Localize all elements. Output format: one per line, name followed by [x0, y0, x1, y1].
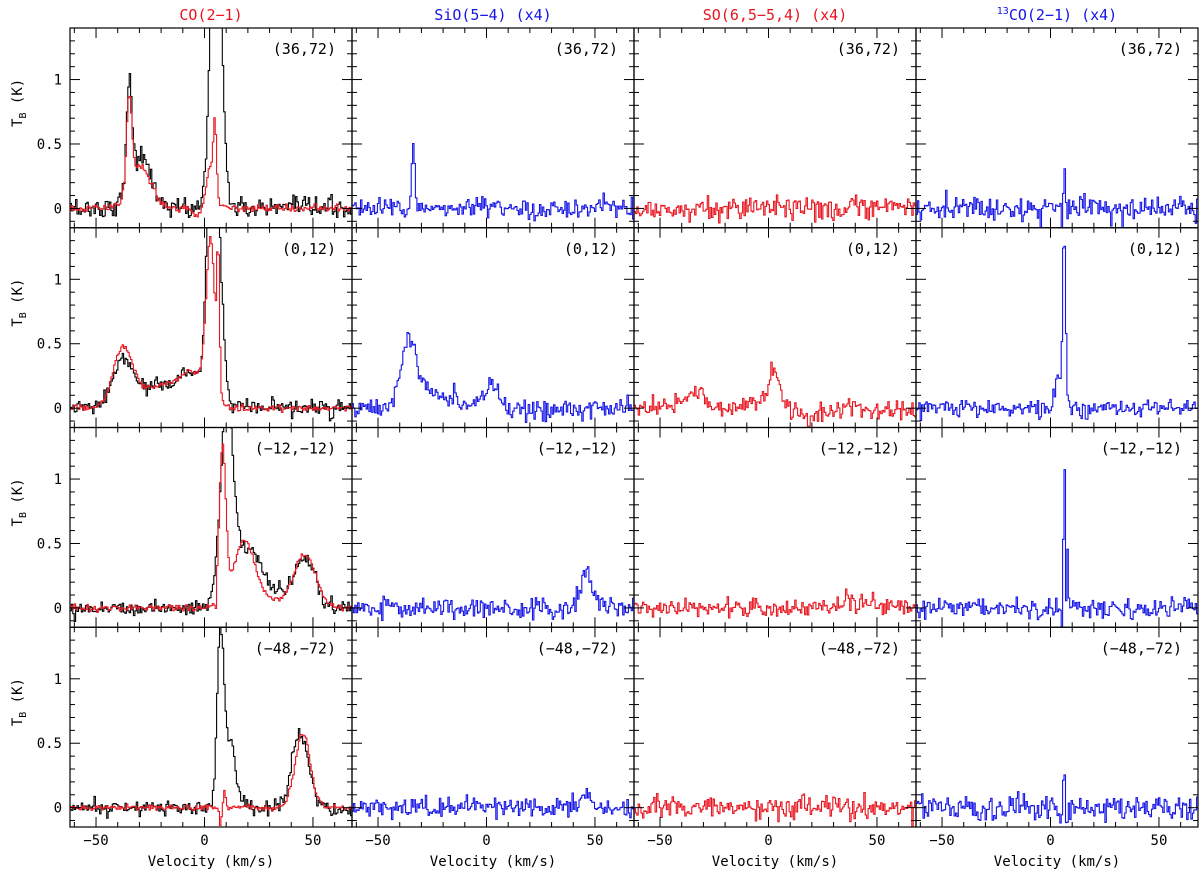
x-tick-label: 0	[482, 833, 490, 849]
spectrum-line-red	[634, 361, 916, 428]
spectrum-panel: (−48,−72) 0 0.5 1 TB (K) −50 0 50 Velocity (km/s…	[10, 626, 353, 870]
spectrum-panel: (0,12)	[633, 227, 917, 429]
spectrum-line-red	[70, 443, 352, 614]
spectrum-line-red	[70, 733, 352, 826]
position-label: (−48,−72)	[1101, 639, 1182, 657]
spectrum-line-red	[634, 194, 916, 224]
x-tick-label: −50	[929, 833, 954, 849]
y-tick-label: 0.5	[37, 337, 62, 353]
spectrum-panel: (36,72)	[351, 27, 635, 229]
spectrum-panel: (−48,−72) −50 0 50 Velocity (km/s)	[915, 626, 1199, 870]
y-axis-title: TB (K)	[10, 279, 29, 327]
x-axis-title: Velocity (km/s)	[148, 854, 274, 870]
spectrum-line-blue	[352, 332, 634, 423]
x-tick-label: 0	[764, 833, 772, 849]
position-label: (0,12)	[1128, 240, 1182, 258]
y-axis-title: TB (K)	[10, 678, 29, 726]
spectrum-line-blue	[352, 566, 634, 621]
position-label: (0,12)	[846, 240, 900, 258]
x-tick-label: 0	[1046, 833, 1054, 849]
x-tick-label: 50	[305, 833, 322, 849]
spectrum-line-red	[70, 236, 352, 413]
spectrum-panel: (−12,−12)	[351, 426, 635, 628]
position-label: (−48,−72)	[819, 639, 900, 657]
x-axis-title: Velocity (km/s)	[430, 854, 556, 870]
spectrum-line-blue	[352, 142, 634, 222]
y-tick-label: 1	[54, 272, 62, 288]
position-label: (36,72)	[273, 40, 336, 58]
column-title-main: CO(2−1) (x4)	[1009, 6, 1117, 24]
y-axis-title: TB (K)	[10, 79, 29, 127]
spectrum-panel: (0,12)	[351, 227, 635, 429]
spectrum-line-blue	[916, 774, 1198, 824]
spectrum-line-black	[70, 627, 352, 819]
x-axis-title: Velocity (km/s)	[994, 854, 1120, 870]
spectrum-line-blue	[352, 788, 634, 821]
spectrum-panel: (−12,−12) 0 0.5 1 TB (K)	[10, 426, 353, 628]
y-tick-label: 1	[54, 472, 62, 488]
y-tick-label: 1	[54, 672, 62, 688]
spectrum-panel: (−12,−12)	[915, 426, 1199, 628]
x-tick-label: −50	[83, 833, 108, 849]
spectrum-line-red	[634, 588, 916, 619]
position-label: (36,72)	[837, 40, 900, 58]
spectrum-panel: (−12,−12)	[633, 426, 917, 628]
y-tick-label: 1	[54, 73, 62, 89]
spectrum-line-black	[70, 427, 352, 622]
spectrum-panel: (36,72)	[915, 27, 1199, 229]
position-label: (36,72)	[1119, 40, 1182, 58]
position-label: (0,12)	[282, 240, 336, 258]
spectrum-panel: (36,72)	[633, 27, 917, 229]
position-label: (−12,−12)	[819, 440, 900, 458]
x-tick-label: 50	[587, 833, 604, 849]
y-tick-label: 0.5	[37, 736, 62, 752]
position-label: (0,12)	[564, 240, 618, 258]
x-tick-label: 50	[869, 833, 886, 849]
column-title: SiO(5−4) (x4)	[434, 6, 551, 24]
column-title-sup: 13	[997, 6, 1009, 17]
x-axis-title: Velocity (km/s)	[712, 854, 838, 870]
spectrum-line-red	[70, 95, 352, 218]
panel-frame	[915, 626, 1199, 828]
position-label: (−48,−72)	[255, 639, 336, 657]
column-title: SO(6,5−5,4) (x4)	[703, 6, 848, 24]
spectrum-panel: (−48,−72) −50 0 50 Velocity (km/s)	[351, 626, 635, 870]
spectrum-line-blue	[916, 168, 1198, 228]
column-title: 13CO(2−1) (x4)	[997, 6, 1117, 24]
position-label: (36,72)	[555, 40, 618, 58]
y-tick-label: 0	[54, 201, 62, 217]
spectrum-panel: (36,72) 0 0.5 1 TB (K)	[10, 27, 353, 229]
spectrum-panel: (−48,−72) −50 0 50 Velocity (km/s)	[633, 626, 917, 870]
y-tick-label: 0.5	[37, 536, 62, 552]
column-title: CO(2−1)	[179, 6, 242, 24]
y-tick-label: 0	[54, 601, 62, 617]
x-tick-label: −50	[365, 833, 390, 849]
position-label: (−12,−12)	[537, 440, 618, 458]
y-axis-title: TB (K)	[10, 478, 29, 526]
y-tick-label: 0.5	[37, 137, 62, 153]
spectrum-panel: (0,12)	[915, 227, 1199, 429]
spectrum-line-red	[634, 791, 916, 827]
position-label: (−12,−12)	[1101, 440, 1182, 458]
position-label: (−48,−72)	[537, 639, 618, 657]
spectrum-line-black	[70, 28, 352, 219]
x-tick-label: 0	[200, 833, 208, 849]
spectrum-line-blue	[916, 245, 1198, 422]
x-tick-label: 50	[1151, 833, 1168, 849]
x-tick-label: −50	[647, 833, 672, 849]
position-label: (−12,−12)	[255, 440, 336, 458]
y-tick-label: 0	[54, 801, 62, 817]
spectrum-panel: (0,12) 0 0.5 1 TB (K)	[10, 227, 353, 429]
y-tick-label: 0	[54, 401, 62, 417]
spectrum-line-blue	[916, 469, 1198, 628]
